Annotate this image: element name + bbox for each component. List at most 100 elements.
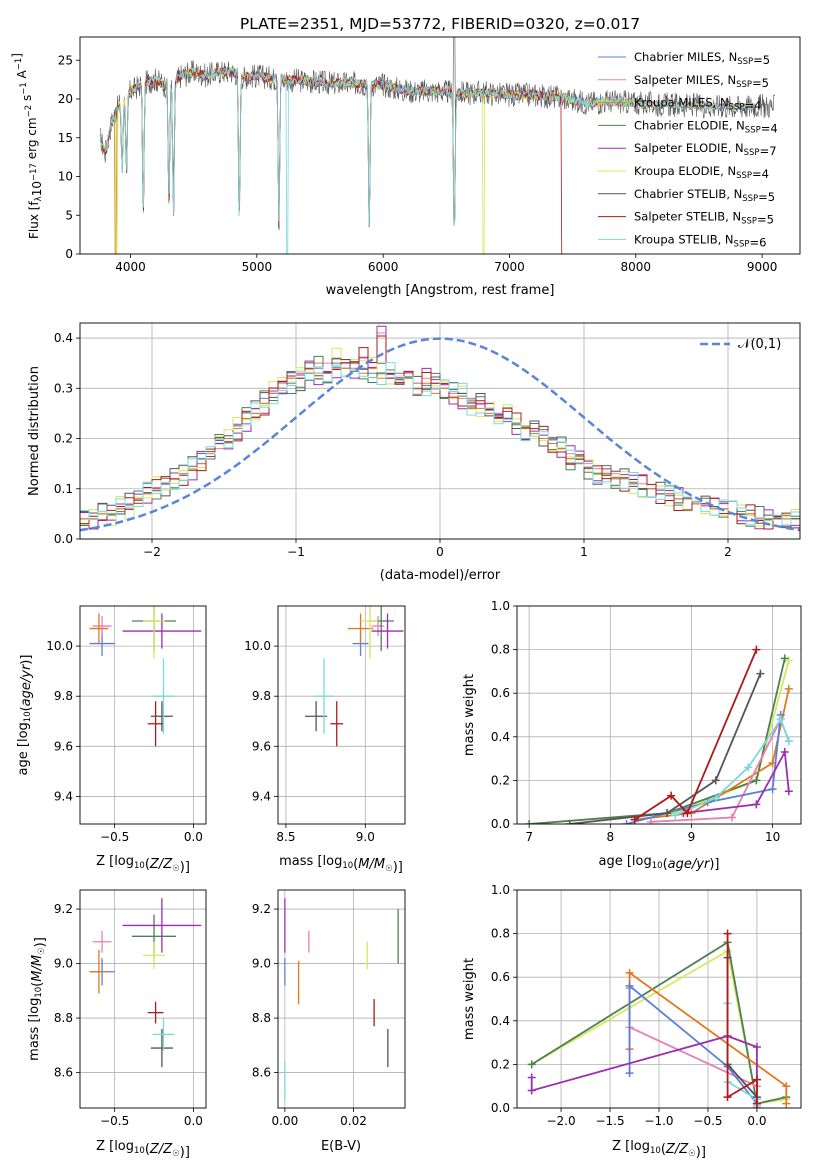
y-tick-label: 0.2 [54,432,73,446]
y-tick-label: 0.3 [54,381,73,395]
y-tick-label: 0.0 [54,532,73,546]
histogram-step-kroupa-stelib [80,362,800,526]
x-tick-label: 4000 [115,260,146,274]
weight-marker [752,645,761,654]
weight-marker [527,1073,536,1082]
weight-marker [625,981,634,990]
weight-marker [780,748,789,757]
y-tick-label: 0.0 [491,1101,510,1115]
weight-line-chabrier-miles [626,714,782,824]
legend-label-normal: 𝒩(0,1) [738,337,781,352]
y-tick-label: 15 [58,131,73,145]
y-tick-label: 9.6 [54,739,73,753]
y-tick-label: 9.8 [252,689,271,703]
x-tick-label: −1.5 [595,1114,624,1128]
y-tick-label: 9.0 [252,957,271,971]
x-axis-label: Z [log10(Z/Z☉)] [96,1139,190,1160]
weight-marker [782,1082,791,1091]
weight-marker [776,715,785,724]
x-axis-label: age [log10(age/yr)] [599,854,720,872]
weight-marker [663,809,672,818]
y-tick-label: 20 [58,92,73,106]
axes-frame [79,889,207,1109]
spectrum-line-chabrier-stelib [99,37,775,231]
weight-marker [784,684,793,693]
axes-frame [277,605,406,825]
x-tick-label: −2.0 [546,1114,575,1128]
y-tick-label: 8.8 [54,1011,73,1025]
spectrum-line-kroupa-elodie [99,66,756,254]
legend-label: Kroupa MILES, NSSP=4 [634,96,761,113]
weight-line-kroupa-elodie [529,660,790,824]
x-tick-label: 6000 [368,260,399,274]
figure-title: PLATE=2351, MJD=53772, FIBERID=0320, z=0… [240,15,640,33]
weight-marker [527,1086,536,1095]
x-tick-label: 2 [724,545,732,559]
weight-marker [565,820,574,824]
y-tick-label: 0.4 [491,1014,510,1028]
plot-area [527,929,791,1108]
weight-marker [625,968,634,977]
weight-marker [711,793,720,802]
weight-marker [625,1069,634,1078]
legend-label: Kroupa STELIB, NSSP=6 [634,232,766,249]
x-tick-label: −1 [287,545,305,559]
plot-area [304,606,404,747]
y-tick-label: 0.2 [491,1057,510,1071]
plot-area [525,645,793,824]
weight-marker [752,800,761,809]
weight-marker [784,737,793,746]
legend-label: Chabrier ELODIE, NSSP=4 [634,118,778,135]
weight-marker [646,817,655,824]
y-tick-label: 9.4 [54,789,73,803]
legend-label: Salpeter ELODIE, NSSP=7 [634,141,777,158]
mass-vs-metallicity-panel: −0.5 0.0 8.6 8.8 9.0 9.2 Z [log10(Z/Z☉)] mass [… [27,889,207,1160]
axes-frame [79,36,801,255]
x-tick-label: 8000 [621,260,652,274]
legend-label: Salpeter MILES, NSSP=5 [634,73,769,90]
x-tick-label: 0.0 [184,1114,203,1128]
weight-marker [752,1042,761,1051]
y-tick-label: 9.4 [252,789,271,803]
weight-marker [784,656,793,665]
y-tick-label: 0.4 [54,331,73,345]
axes-frame [79,605,207,825]
x-tick-label: 0.00 [272,1114,299,1128]
weight-marker [683,809,692,818]
y-tick-label: 25 [58,53,73,67]
weight-line-salpeter-stelib [634,649,758,821]
x-tick-label: 10 [765,830,780,844]
y-tick-label: 1.0 [491,599,510,613]
weight-marker [752,1099,761,1108]
weight-marker [711,776,720,785]
weight-line-chabrier-stelib [569,673,762,824]
x-tick-label: 8.5 [276,830,295,844]
x-tick-label: −0.5 [100,1114,129,1128]
legend-label: Chabrier MILES, NSSP=5 [634,50,770,67]
x-tick-label: 0.0 [184,830,203,844]
y-tick-label: 8.6 [252,1066,271,1080]
weight-line-salpeter-stelib [726,933,758,1104]
x-axis-label: wavelength [Angstrom, rest frame] [326,283,555,298]
weight-line-salpeter-elodie [530,1035,758,1108]
residual-histogram-panel: −2 −1 0 1 2 0.0 0.1 0.2 0.3 0.4 (data-model)/error… [27,322,801,583]
x-tick-label: 7000 [494,260,525,274]
legend: Chabrier MILES, NSSP=5 Salpeter MILES, NS… [598,50,778,249]
age-vs-metallicity-panel: −0.5 0.0 9.4 9.6 9.8 10.0 Z [log10(Z/Z☉)] age [… [16,605,207,875]
y-tick-label: 9.0 [54,957,73,971]
y-tick-label: 0.6 [491,970,510,984]
x-axis-label: mass [log10(M/M☉)] [279,854,403,875]
x-tick-label: −1.0 [644,1114,673,1128]
legend-label: Chabrier STELIB, NSSP=5 [634,187,775,204]
x-tick-label: −0.5 [693,1114,722,1128]
age-vs-mass-panel: 8.5 9.0 9.4 9.6 9.8 10.0 mass [log10(M/M☉)] [244,605,406,875]
plot-area [99,37,775,254]
x-axis-label: (data-model)/error [380,568,501,583]
weight-marker [723,929,732,938]
weight-marker [527,1060,536,1069]
plot-area [89,606,202,747]
weight-marker [744,763,753,772]
weight-marker [728,813,737,822]
x-tick-label: 9000 [747,260,778,274]
weight-marker [630,815,639,824]
